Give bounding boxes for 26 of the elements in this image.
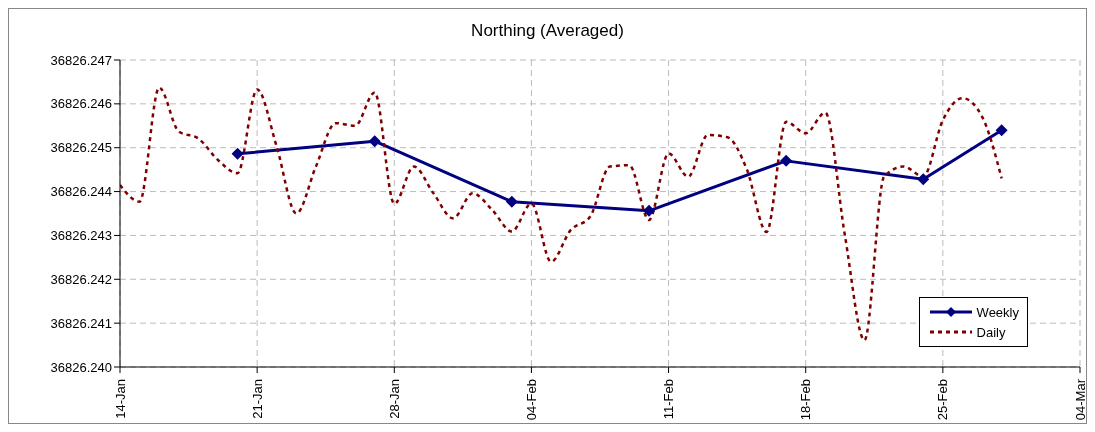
y-tick-label: 36826.241 [50,315,112,331]
y-tick-label: 36826.246 [50,96,112,112]
x-tick-label: 11-Feb [661,379,677,420]
y-tick-label: 36826.244 [50,184,112,200]
x-tick-label: 25-Feb [935,379,951,421]
x-tick-label: 04-Mar [1072,378,1088,421]
y-tick-label: 36826.247 [50,52,112,68]
x-tick-label: 28-Jan [386,379,402,419]
point [917,173,930,186]
x-tick-label: 14-Jan [112,379,128,419]
y-tick-label: 36826.242 [50,271,112,287]
y-tick-label: 36826.240 [50,359,112,375]
point [995,124,1008,137]
point [780,154,793,167]
y-tick-label: 36826.243 [50,228,112,244]
point [231,147,244,160]
legend-label: Daily [976,324,1006,340]
point [368,135,381,148]
point [642,204,655,217]
y-tick-label: 36826.245 [50,140,112,156]
x-tick-label: 21-Jan [249,379,265,419]
x-tick-label: 04-Feb [523,379,539,421]
legend-label: Weekly [976,304,1019,320]
chart-title: Northing (Averaged) [470,21,625,41]
point [505,195,518,208]
x-tick-label: 18-Feb [798,379,814,421]
